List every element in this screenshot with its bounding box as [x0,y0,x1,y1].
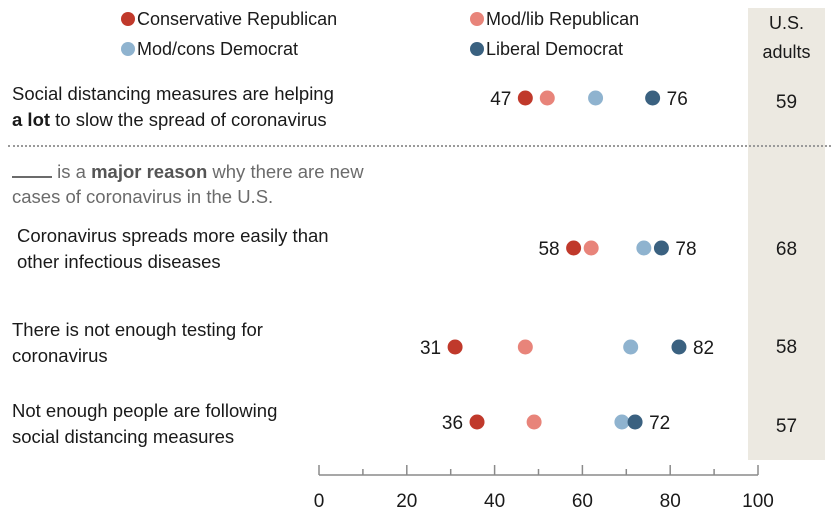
legend-swatch [470,42,484,56]
row-label-1-line2: a lot to slow the spread of coronavirus [12,108,327,132]
dot-mod-cons-democrat [636,240,652,256]
section-heading-prefix: is a [52,161,92,182]
legend-label: Mod/cons Democrat [137,39,299,59]
section-heading-suffix: why there are new [207,161,364,182]
dot-conservative-republican [447,339,463,355]
dot-conservative-republican [469,414,485,430]
row-label-4-line2: social distancing measures [12,426,235,447]
dot-mod-cons-democrat [623,339,639,355]
section-divider [8,145,831,147]
dot-liberal-democrat [653,240,669,256]
fill-in-blank [12,160,52,178]
dot-mod-lib-republican [539,90,555,106]
dot-conservative-republican [517,90,533,106]
x-tick-label: 0 [314,491,325,512]
legend-swatch [121,42,135,56]
us-adults-column-background [748,8,825,460]
dot-liberal-democrat [645,90,661,106]
dot-mod-cons-democrat [614,414,630,430]
dot-mod-lib-republican [583,240,599,256]
us-adults-value-4: 57 [775,416,798,437]
dot-mod-lib-republican [517,339,533,355]
row-label-3-line1: There is not enough testing for [12,319,263,340]
us-adults-value-1: 59 [775,92,798,113]
data-label-high: 72 [649,413,670,434]
x-tick-label: 20 [396,491,417,512]
us-adults-header-line1: U.S. [768,13,804,33]
dot-liberal-democrat [671,339,687,355]
row-label-3-line2: coronavirus [12,345,108,366]
x-tick-label: 100 [742,491,774,512]
legend-label: Liberal Democrat [486,39,624,59]
data-label-high: 76 [667,89,688,110]
row-label-1-line1: Social distancing measures are helping [12,83,334,104]
x-tick-label: 80 [660,491,681,512]
legend-label: Conservative Republican [137,9,338,29]
data-label-high: 78 [675,239,696,260]
x-tick-label: 40 [484,491,505,512]
legend-swatch [121,12,135,26]
section-heading-line2: cases of coronavirus in the U.S. [12,186,274,207]
dot-mod-lib-republican [526,414,542,430]
row-label-text: to slow the spread of coronavirus [50,109,327,130]
section-heading-line1: is a major reason why there are new [12,160,364,184]
legend-swatch [470,12,484,26]
row-label-4-line1: Not enough people are following [12,400,278,421]
row-label-2-line2: other infectious diseases [17,251,221,272]
data-label-low: 58 [538,239,559,260]
legend-label: Mod/lib Republican [486,9,640,29]
row-label-2-line1: Coronavirus spreads more easily than [17,225,329,246]
us-adults-value-2: 68 [775,239,798,260]
us-adults-value-3: 58 [775,337,798,358]
section-heading-emphasis: major reason [91,161,208,182]
data-label-low: 31 [420,338,441,359]
data-label-low: 36 [442,413,463,434]
dot-liberal-democrat [627,414,643,430]
dot-mod-cons-democrat [588,90,604,106]
dot-conservative-republican [566,240,582,256]
us-adults-header-line2: adults [762,42,811,62]
data-label-high: 82 [693,338,714,359]
row-label-emphasis: a lot [12,109,51,130]
x-tick-label: 60 [572,491,593,512]
data-label-low: 47 [490,89,511,110]
